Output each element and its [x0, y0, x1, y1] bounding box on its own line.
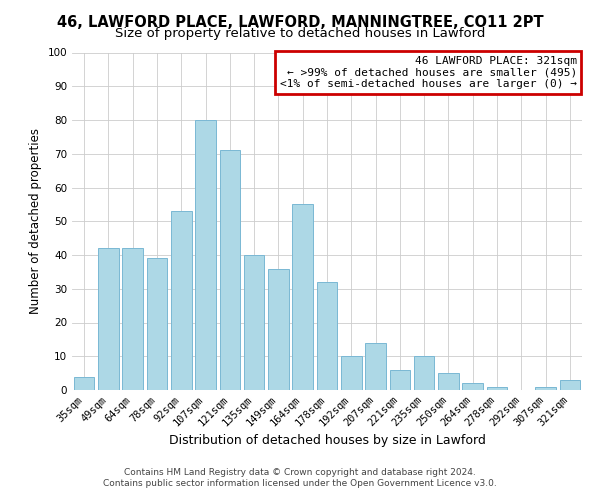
Y-axis label: Number of detached properties: Number of detached properties: [29, 128, 42, 314]
Bar: [463, 383, 483, 390]
Bar: [487, 386, 508, 390]
Bar: [292, 204, 313, 390]
Bar: [389, 370, 410, 390]
Text: Size of property relative to detached houses in Lawford: Size of property relative to detached ho…: [115, 28, 485, 40]
Bar: [171, 211, 191, 390]
Bar: [268, 268, 289, 390]
Bar: [244, 255, 265, 390]
Bar: [122, 248, 143, 390]
Bar: [317, 282, 337, 390]
Bar: [535, 386, 556, 390]
Bar: [195, 120, 216, 390]
Bar: [438, 373, 459, 390]
Bar: [74, 376, 94, 390]
Text: 46 LAWFORD PLACE: 321sqm
← >99% of detached houses are smaller (495)
<1% of semi: 46 LAWFORD PLACE: 321sqm ← >99% of detac…: [280, 56, 577, 89]
Bar: [365, 343, 386, 390]
Bar: [220, 150, 240, 390]
Text: Contains HM Land Registry data © Crown copyright and database right 2024.
Contai: Contains HM Land Registry data © Crown c…: [103, 468, 497, 487]
Text: 46, LAWFORD PLACE, LAWFORD, MANNINGTREE, CO11 2PT: 46, LAWFORD PLACE, LAWFORD, MANNINGTREE,…: [56, 15, 544, 30]
X-axis label: Distribution of detached houses by size in Lawford: Distribution of detached houses by size …: [169, 434, 485, 447]
Bar: [146, 258, 167, 390]
Bar: [98, 248, 119, 390]
Bar: [414, 356, 434, 390]
Bar: [560, 380, 580, 390]
Bar: [341, 356, 362, 390]
